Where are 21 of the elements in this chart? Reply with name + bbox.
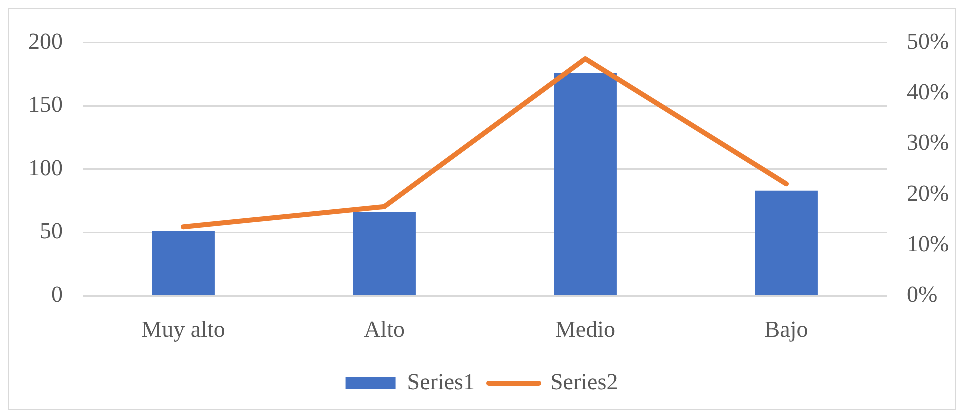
x-tick-label: Bajo <box>764 316 808 342</box>
bar <box>353 212 416 296</box>
legend-label: Series2 <box>550 370 618 395</box>
legend-label: Series1 <box>407 370 476 395</box>
y2-tick-label: 40% <box>907 79 950 104</box>
y-tick-label: 100 <box>28 155 63 180</box>
x-tick-label: Medio <box>555 316 616 342</box>
x-tick-label: Muy alto <box>142 316 226 342</box>
y2-tick-label: 50% <box>907 28 950 54</box>
x-tick-label: Alto <box>364 316 405 342</box>
y2-tick-label: 10% <box>907 231 950 256</box>
y2-tick-label: 30% <box>907 130 950 156</box>
y2-tick-label: 20% <box>907 180 950 206</box>
y-tick-label: 50 <box>40 218 63 244</box>
bar <box>152 231 215 296</box>
bar <box>554 73 617 296</box>
y-tick-label: 150 <box>28 92 63 118</box>
y-tick-label: 0 <box>52 282 63 308</box>
bar <box>755 190 818 296</box>
y2-tick-label: 0% <box>907 282 938 308</box>
y-tick-label: 200 <box>28 28 63 54</box>
